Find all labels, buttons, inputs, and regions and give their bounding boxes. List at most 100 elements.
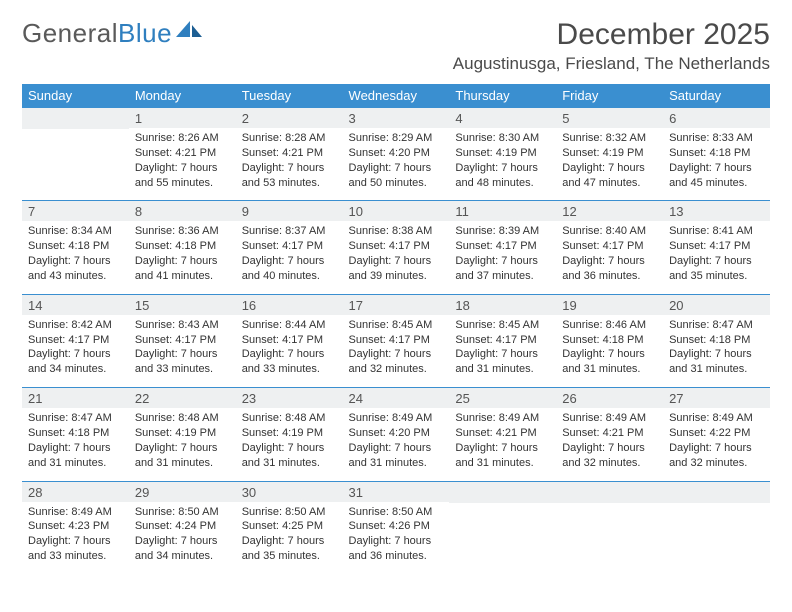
sunset-value: 4:19 PM (282, 427, 323, 439)
daynum-blank (449, 482, 556, 503)
sunset-value: 4:18 PM (68, 240, 109, 252)
sunset-line: Sunset: 4:24 PM (135, 519, 230, 534)
sunset-value: 4:19 PM (496, 147, 537, 159)
calendar-row: 21Sunrise: 8:47 AMSunset: 4:18 PMDayligh… (22, 388, 770, 481)
daylight-line: Daylight: 7 hours and 31 minutes. (242, 441, 337, 471)
daylight-label: Daylight: (242, 535, 285, 547)
day-details: Sunrise: 8:49 AMSunset: 4:23 PMDaylight:… (22, 502, 129, 574)
sunset-value: 4:18 PM (709, 147, 750, 159)
calendar-cell: 20Sunrise: 8:47 AMSunset: 4:18 PMDayligh… (663, 294, 770, 387)
sunset-line: Sunset: 4:19 PM (135, 426, 230, 441)
sunrise-line: Sunrise: 8:46 AM (562, 318, 657, 333)
calendar-cell: 31Sunrise: 8:50 AMSunset: 4:26 PMDayligh… (343, 481, 450, 574)
sunset-value: 4:25 PM (282, 520, 323, 532)
sunrise-line: Sunrise: 8:47 AM (669, 318, 764, 333)
sunrise-label: Sunrise: (242, 132, 282, 144)
sunset-line: Sunset: 4:18 PM (135, 239, 230, 254)
weekday-header: Saturday (663, 84, 770, 108)
sunset-line: Sunset: 4:17 PM (349, 239, 444, 254)
sunrise-line: Sunrise: 8:49 AM (28, 505, 123, 520)
sunrise-label: Sunrise: (562, 132, 602, 144)
sunrise-label: Sunrise: (28, 412, 68, 424)
sunrise-value: 8:49 AM (606, 412, 646, 424)
sunset-label: Sunset: (562, 334, 599, 346)
sunrise-value: 8:43 AM (178, 319, 218, 331)
daylight-line: Daylight: 7 hours and 35 minutes. (669, 254, 764, 284)
sunrise-label: Sunrise: (349, 506, 389, 518)
sunrise-label: Sunrise: (669, 132, 709, 144)
weekday-header-row: SundayMondayTuesdayWednesdayThursdayFrid… (22, 84, 770, 108)
day-details: Sunrise: 8:49 AMSunset: 4:20 PMDaylight:… (343, 408, 450, 480)
sunrise-value: 8:41 AM (712, 225, 752, 237)
sunset-label: Sunset: (135, 427, 172, 439)
sunrise-line: Sunrise: 8:38 AM (349, 224, 444, 239)
brand-logo: GeneralBlue (22, 18, 202, 49)
daylight-line: Daylight: 7 hours and 33 minutes. (28, 534, 123, 564)
day-details: Sunrise: 8:49 AMSunset: 4:21 PMDaylight:… (449, 408, 556, 480)
daylight-line: Daylight: 7 hours and 31 minutes. (455, 441, 550, 471)
sunrise-label: Sunrise: (242, 319, 282, 331)
day-details: Sunrise: 8:50 AMSunset: 4:24 PMDaylight:… (129, 502, 236, 574)
daylight-label: Daylight: (28, 348, 71, 360)
sunrise-value: 8:26 AM (178, 132, 218, 144)
daybody-blank (556, 503, 663, 565)
weekday-header: Tuesday (236, 84, 343, 108)
sunset-line: Sunset: 4:17 PM (669, 239, 764, 254)
sunset-value: 4:18 PM (175, 240, 216, 252)
daylight-label: Daylight: (135, 162, 178, 174)
sunrise-label: Sunrise: (135, 319, 175, 331)
day-number: 19 (556, 295, 663, 315)
sunset-label: Sunset: (669, 427, 706, 439)
calendar-cell: 24Sunrise: 8:49 AMSunset: 4:20 PMDayligh… (343, 388, 450, 481)
sunrise-label: Sunrise: (455, 225, 495, 237)
sunset-line: Sunset: 4:19 PM (562, 146, 657, 161)
sunrise-value: 8:32 AM (606, 132, 646, 144)
day-number: 14 (22, 295, 129, 315)
daybody-blank (663, 503, 770, 565)
calendar-body: 1Sunrise: 8:26 AMSunset: 4:21 PMDaylight… (22, 108, 770, 574)
sunset-label: Sunset: (562, 240, 599, 252)
sunrise-line: Sunrise: 8:39 AM (455, 224, 550, 239)
calendar-cell: 2Sunrise: 8:28 AMSunset: 4:21 PMDaylight… (236, 108, 343, 201)
daylight-line: Daylight: 7 hours and 40 minutes. (242, 254, 337, 284)
calendar-cell: 6Sunrise: 8:33 AMSunset: 4:18 PMDaylight… (663, 108, 770, 201)
daylight-label: Daylight: (562, 255, 605, 267)
calendar-cell: 1Sunrise: 8:26 AMSunset: 4:21 PMDaylight… (129, 108, 236, 201)
sunrise-label: Sunrise: (455, 412, 495, 424)
sunset-label: Sunset: (242, 520, 279, 532)
sunrise-label: Sunrise: (349, 225, 389, 237)
daylight-label: Daylight: (562, 442, 605, 454)
day-number: 30 (236, 482, 343, 502)
sunrise-label: Sunrise: (455, 319, 495, 331)
daylight-label: Daylight: (669, 348, 712, 360)
daylight-label: Daylight: (349, 535, 392, 547)
sunset-line: Sunset: 4:18 PM (28, 239, 123, 254)
weekday-header: Sunday (22, 84, 129, 108)
sunset-value: 4:18 PM (709, 334, 750, 346)
sunset-line: Sunset: 4:18 PM (28, 426, 123, 441)
day-details: Sunrise: 8:34 AMSunset: 4:18 PMDaylight:… (22, 221, 129, 293)
sunrise-value: 8:50 AM (178, 506, 218, 518)
location-subtitle: Augustinusga, Friesland, The Netherlands (22, 54, 770, 74)
daylight-label: Daylight: (135, 255, 178, 267)
day-number: 9 (236, 201, 343, 221)
sunrise-line: Sunrise: 8:44 AM (242, 318, 337, 333)
day-details: Sunrise: 8:50 AMSunset: 4:26 PMDaylight:… (343, 502, 450, 574)
sunrise-label: Sunrise: (28, 319, 68, 331)
calendar-cell: 18Sunrise: 8:45 AMSunset: 4:17 PMDayligh… (449, 294, 556, 387)
daybody-blank (449, 503, 556, 565)
sunrise-value: 8:36 AM (178, 225, 218, 237)
sunrise-label: Sunrise: (669, 319, 709, 331)
sunset-value: 4:21 PM (496, 427, 537, 439)
daylight-label: Daylight: (669, 162, 712, 174)
calendar-row: 7Sunrise: 8:34 AMSunset: 4:18 PMDaylight… (22, 201, 770, 294)
sunrise-label: Sunrise: (242, 412, 282, 424)
sunrise-line: Sunrise: 8:48 AM (242, 411, 337, 426)
daylight-line: Daylight: 7 hours and 53 minutes. (242, 161, 337, 191)
daynum-blank (663, 482, 770, 503)
day-number: 7 (22, 201, 129, 221)
daylight-label: Daylight: (135, 348, 178, 360)
daylight-line: Daylight: 7 hours and 31 minutes. (669, 347, 764, 377)
calendar-cell: 8Sunrise: 8:36 AMSunset: 4:18 PMDaylight… (129, 201, 236, 294)
sunrise-label: Sunrise: (135, 132, 175, 144)
